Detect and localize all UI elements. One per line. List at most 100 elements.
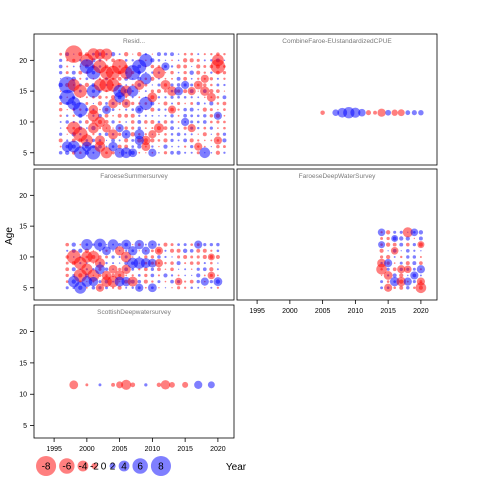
bubble [100, 147, 113, 159]
bubble-small [183, 243, 187, 247]
bubble-small [164, 96, 167, 99]
bubble-small [85, 286, 88, 289]
bubble [418, 109, 424, 116]
bubble-small [222, 101, 227, 106]
bubble-small [157, 139, 161, 142]
bubble-small [420, 250, 422, 252]
bubble-small [171, 77, 174, 80]
bubble-small [217, 262, 219, 264]
bubble-small [184, 262, 187, 265]
bubble-small [204, 96, 206, 99]
bubble-small [197, 139, 200, 142]
bubble-small [176, 132, 181, 137]
bubble-small [144, 120, 148, 124]
x-tick-label: 2000 [282, 308, 298, 315]
bubble-small [91, 285, 96, 290]
bubble-small [59, 132, 63, 136]
bubble-small [182, 248, 188, 253]
bubble [402, 227, 413, 238]
bubble-small [171, 256, 173, 258]
x-tick-label: 1995 [46, 446, 62, 453]
bubble [160, 380, 171, 390]
y-tick-label: 10 [19, 254, 27, 261]
bubble-small [202, 132, 207, 137]
bubble [411, 110, 417, 116]
bubble-small [163, 242, 168, 247]
bubble-small [413, 249, 416, 252]
bubble-small [184, 102, 186, 105]
bubble [153, 123, 164, 134]
bubble [147, 240, 157, 250]
bubble-small [131, 138, 135, 142]
bubble-small [196, 120, 200, 124]
bubble-small [406, 286, 410, 290]
bubble-small [144, 114, 147, 117]
bubble [373, 110, 377, 115]
bubble-small [176, 83, 181, 87]
bubble [415, 282, 427, 294]
y-tick-label: 15 [19, 360, 27, 367]
bubble [207, 271, 216, 280]
bubble-small [92, 102, 95, 105]
bubble-small [151, 127, 154, 130]
panel-label-1: Resid... [123, 38, 145, 45]
bubble [94, 264, 105, 275]
bubble-small [125, 249, 128, 252]
bubble-small [209, 242, 214, 247]
bubble-small [223, 120, 226, 124]
bubble-small [204, 287, 206, 289]
bubble-small [177, 53, 180, 55]
bubble-small [125, 121, 128, 123]
bubble-small [393, 262, 396, 264]
bubble [114, 91, 125, 103]
bubble-small [118, 267, 122, 271]
bubble-small [86, 115, 88, 117]
bubble-small [131, 286, 134, 289]
bubble-small [144, 133, 147, 136]
bubble-small [137, 144, 142, 149]
bubble-small [98, 132, 102, 136]
x-tick-label: 2015 [177, 446, 193, 453]
bubble-small [164, 59, 167, 62]
bubble-small [393, 255, 396, 258]
bubble-small [183, 70, 187, 75]
bubble-small [163, 120, 168, 124]
bubble [85, 383, 89, 387]
bubble [410, 271, 419, 280]
bubble-small [170, 126, 174, 130]
bubble-small [177, 127, 180, 129]
bubble-small [177, 71, 180, 74]
bubble-small [177, 243, 180, 247]
bubble [130, 382, 136, 388]
bubble-small [104, 113, 109, 118]
bubble-small [144, 127, 147, 130]
bubble-small [130, 132, 135, 137]
bubble-small [183, 64, 188, 69]
bubble [385, 109, 391, 116]
legend-bubble [36, 455, 57, 477]
bubble [114, 246, 125, 256]
y-tick-label: 20 [19, 58, 27, 65]
bubble-small [66, 65, 69, 68]
bubble-small [399, 261, 403, 265]
bubble-small [118, 108, 121, 111]
bubble-small [105, 255, 108, 259]
bubble-small [385, 230, 391, 235]
bubble-small [203, 126, 207, 130]
bubble-small [387, 250, 389, 252]
bubble-small [184, 280, 187, 283]
bubble-small [412, 242, 416, 247]
bubble-small [59, 145, 62, 148]
bubble-small [171, 102, 174, 105]
bubble-small [104, 132, 109, 137]
bubble-small [117, 113, 122, 118]
bubble-small [419, 255, 422, 258]
bubble-small [196, 261, 200, 265]
bubble-small [216, 249, 220, 253]
bubble-small [176, 64, 181, 69]
bubble-small [190, 83, 194, 87]
bubble-small [65, 286, 69, 290]
bubble-small [190, 255, 194, 259]
bubble-small [124, 126, 128, 130]
